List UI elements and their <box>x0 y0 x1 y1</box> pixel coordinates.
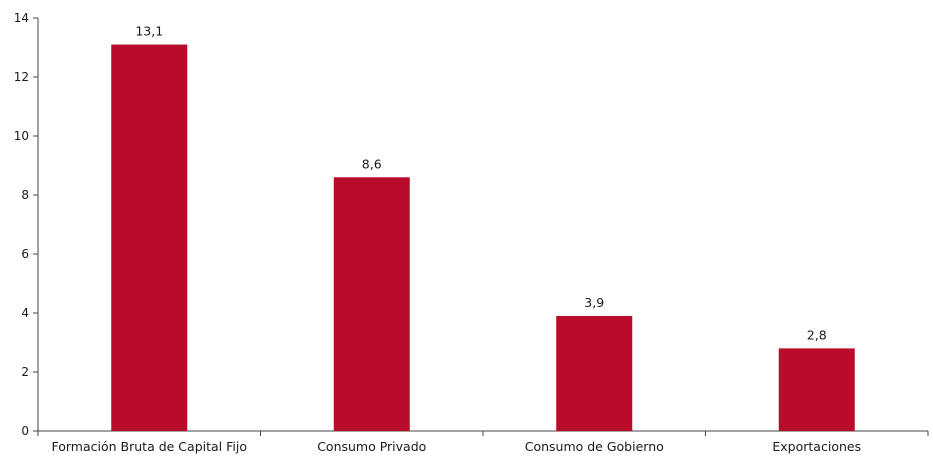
y-tick-label: 4 <box>21 306 29 320</box>
bar <box>333 177 410 431</box>
y-tick-label: 12 <box>14 70 29 84</box>
x-category-label: Consumo de Gobierno <box>525 439 664 454</box>
y-tick-label: 6 <box>21 247 29 261</box>
bar-value-label: 13,1 <box>135 24 163 39</box>
y-tick-label: 8 <box>21 188 29 202</box>
bar-value-label: 2,8 <box>807 327 827 342</box>
y-tick-label: 2 <box>21 365 29 379</box>
x-category-label: Formación Bruta de Capital Fijo <box>52 439 247 454</box>
y-tick-label: 0 <box>21 424 29 438</box>
bar <box>556 315 633 431</box>
x-category-label: Exportaciones <box>772 439 861 454</box>
y-tick-label: 14 <box>14 11 29 25</box>
y-tick-label: 10 <box>14 129 29 143</box>
bar <box>111 44 188 432</box>
bar <box>778 348 855 431</box>
x-category-label: Consumo Privado <box>317 439 426 454</box>
bar-value-label: 8,6 <box>362 156 382 171</box>
bar-value-label: 3,9 <box>584 295 604 310</box>
bars <box>111 44 855 432</box>
labels: 13,1 Formación Bruta de Capital Fijo 8,6 Co… <box>52 24 862 454</box>
